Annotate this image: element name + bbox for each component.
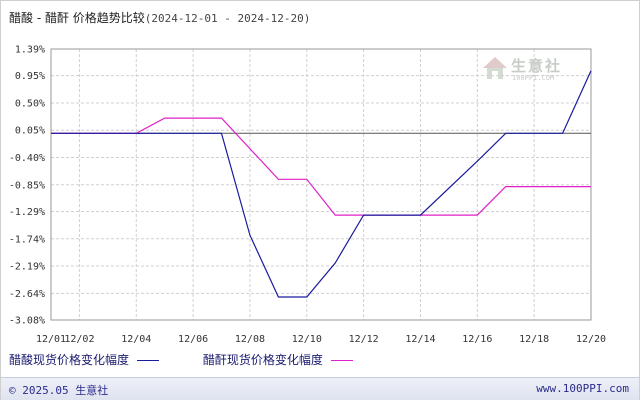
chart-legend: 醋酸现货价格变化幅度 醋酐现货价格变化幅度 bbox=[9, 351, 393, 368]
legend-label-series-1: 醋酸现货价格变化幅度 bbox=[9, 353, 130, 367]
house-logo-icon bbox=[483, 57, 507, 79]
y-tick-label: -3.08% bbox=[9, 316, 45, 327]
legend-label-series-2: 醋酐现货价格变化幅度 bbox=[202, 353, 323, 367]
y-tick-label: -0.85% bbox=[9, 180, 45, 191]
x-tick-label: 12/20 bbox=[576, 334, 606, 345]
x-tick-label: 12/01 bbox=[36, 334, 66, 345]
y-tick-label: 0.05% bbox=[15, 126, 45, 137]
site-url-link[interactable]: www.100PPI.com bbox=[536, 382, 629, 395]
y-tick-label: -1.74% bbox=[9, 234, 45, 245]
y-tick-label: 0.50% bbox=[15, 98, 45, 109]
y-tick-label: -2.19% bbox=[9, 262, 45, 273]
x-tick-label: 12/04 bbox=[121, 334, 151, 345]
footer-bar: © 2025.05 生意社 www.100PPI.com bbox=[1, 377, 639, 400]
chart-title-main: 醋酸 - 醋酐 价格趋势比较 bbox=[9, 11, 145, 25]
tick-label-layer: 1.39% 0.95% 0.50% 0.05% -0.40% -0.85% -1.29% -1… bbox=[9, 45, 606, 346]
legend-swatch-series-1 bbox=[137, 360, 160, 361]
y-tick-label: -0.40% bbox=[9, 153, 45, 164]
chart-title-range: (2024-12-01 - 2024-12-20) bbox=[144, 12, 311, 25]
y-tick-label: -1.29% bbox=[9, 207, 45, 218]
legend-item-series-1: 醋酸现货价格变化幅度 bbox=[9, 351, 160, 368]
series-line-2 bbox=[51, 117, 591, 216]
copyright-text: © 2025.05 生意社 bbox=[9, 384, 109, 397]
x-tick-label: 12/18 bbox=[519, 334, 549, 345]
x-tick-label: 12/02 bbox=[64, 334, 94, 345]
y-tick-label: 0.95% bbox=[15, 71, 45, 82]
x-tick-label: 12/14 bbox=[405, 334, 435, 345]
watermark-logo: 生意社 100PPI.COM bbox=[481, 55, 560, 85]
x-tick-label: 12/08 bbox=[235, 334, 265, 345]
plot-border bbox=[50, 48, 592, 321]
watermark-url: 100PPI.COM bbox=[512, 74, 555, 82]
series-line-1 bbox=[51, 70, 592, 298]
legend-item-series-2: 醋酐现货价格变化幅度 bbox=[203, 351, 353, 368]
legend-swatch-series-2 bbox=[330, 360, 353, 361]
chart-title: 醋酸 - 醋酐 价格趋势比较(2024-12-01 - 2024-12-20) bbox=[9, 9, 310, 26]
x-tick-label: 12/12 bbox=[349, 334, 379, 345]
x-tick-label: 12/16 bbox=[462, 334, 492, 345]
watermark-name: 生意社 bbox=[511, 57, 563, 75]
y-tick-label: 1.39% bbox=[15, 45, 45, 56]
x-tick-label: 12/10 bbox=[292, 334, 322, 345]
y-tick-label: -2.64% bbox=[9, 289, 45, 300]
x-tick-label: 12/06 bbox=[178, 334, 208, 345]
series-layer bbox=[51, 70, 592, 298]
